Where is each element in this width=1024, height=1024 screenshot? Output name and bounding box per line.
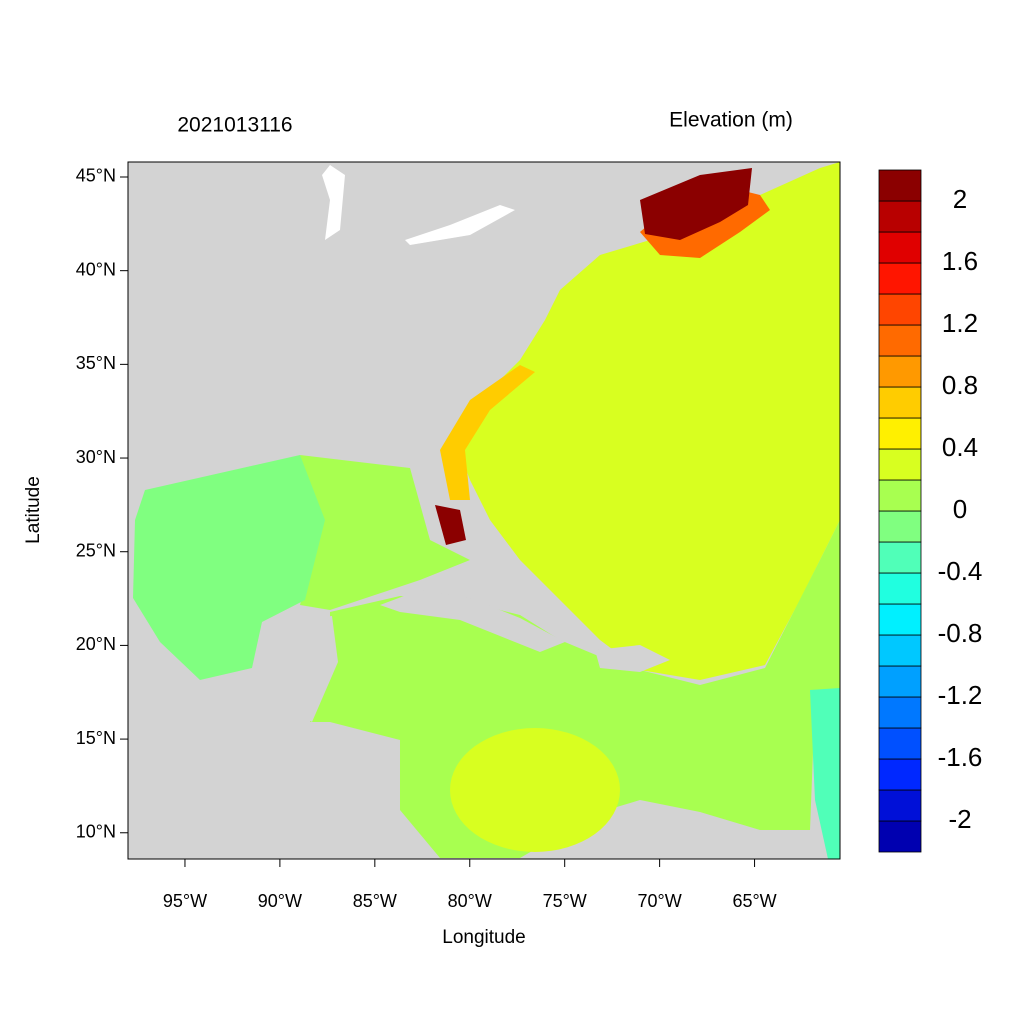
hispaniola-land [595, 645, 670, 672]
colorbar-box [878, 200, 922, 233]
colorbar-tick-label: 0 [953, 494, 967, 524]
y-tick-label: 45°N [76, 166, 116, 186]
colorbar-tick-label: 0.4 [942, 432, 978, 462]
plot-frame [127, 161, 841, 860]
colorbar-box [878, 448, 922, 481]
gulf-west-field [133, 455, 325, 680]
colorbar-box [878, 417, 922, 450]
cuba-land [380, 590, 565, 652]
y-axis-label: Latitude [23, 476, 44, 544]
colorbar-box [878, 789, 922, 822]
colorbar-box [878, 510, 922, 543]
colorbar-box [878, 572, 922, 605]
y-tick-label: 30°N [76, 447, 116, 467]
x-tick-label: 95°W [163, 891, 207, 911]
map-title: 2021013116 [177, 114, 292, 137]
colorbar-tick-label: 1.6 [942, 246, 978, 276]
colorbar-box [878, 293, 922, 326]
x-tick-label: 75°W [543, 891, 587, 911]
x-tick-label: 65°W [732, 891, 776, 911]
map-field [128, 162, 840, 859]
colorbar-box [878, 541, 922, 574]
x-tick-label: 90°W [258, 891, 302, 911]
colorbar-tick-label: 1.2 [942, 308, 978, 338]
colorbar-box [878, 355, 922, 388]
colorbar-box [878, 758, 922, 791]
colorbar-box [878, 324, 922, 357]
colorbar-tick-label: -0.4 [938, 556, 983, 586]
colorbar-box [878, 634, 922, 667]
great-lakes-east [405, 205, 515, 245]
atlantic-field [455, 162, 840, 680]
colorbar-box [878, 262, 922, 295]
colorbar-tick-label: -0.8 [938, 618, 983, 648]
colorbar-box [878, 603, 922, 636]
gulf-east-field [300, 455, 470, 610]
colorbar-box [878, 479, 922, 512]
colorbar-box [878, 169, 922, 202]
colorbar-box [878, 231, 922, 264]
caribbean-south-field [450, 728, 620, 852]
y-tick-label: 40°N [76, 259, 116, 279]
y-tick-label: 20°N [76, 634, 116, 654]
x-tick-label: 80°W [448, 891, 492, 911]
colorbar-title: Elevation (m) [669, 109, 793, 132]
colorbar-box [878, 665, 922, 698]
colorbar-tick-label: 2 [953, 184, 967, 214]
colorbar-tick-label: -1.6 [938, 742, 983, 772]
yucatan-land [252, 616, 338, 722]
coastal-high-field [440, 365, 535, 500]
northeast-surge-core [640, 168, 752, 240]
colorbar-box [878, 727, 922, 760]
y-tick-label: 15°N [76, 728, 116, 748]
colorbar-box [878, 820, 922, 853]
colorbar-tick-label: -1.2 [938, 680, 983, 710]
colorbar-box [878, 696, 922, 729]
colorbar-tick-label: 0.8 [942, 370, 978, 400]
x-axis-label: Longitude [442, 927, 525, 948]
florida-surge [435, 505, 466, 545]
great-lakes [322, 165, 345, 240]
y-tick-label: 35°N [76, 353, 116, 373]
colorbar-tick-label: -2 [948, 804, 971, 834]
y-tick-label: 10°N [76, 822, 116, 842]
y-tick-label: 25°N [76, 540, 116, 560]
x-tick-label: 85°W [353, 891, 397, 911]
x-tick-label: 70°W [638, 891, 682, 911]
antilles-low-field [810, 688, 840, 859]
colorbar-box [878, 386, 922, 419]
